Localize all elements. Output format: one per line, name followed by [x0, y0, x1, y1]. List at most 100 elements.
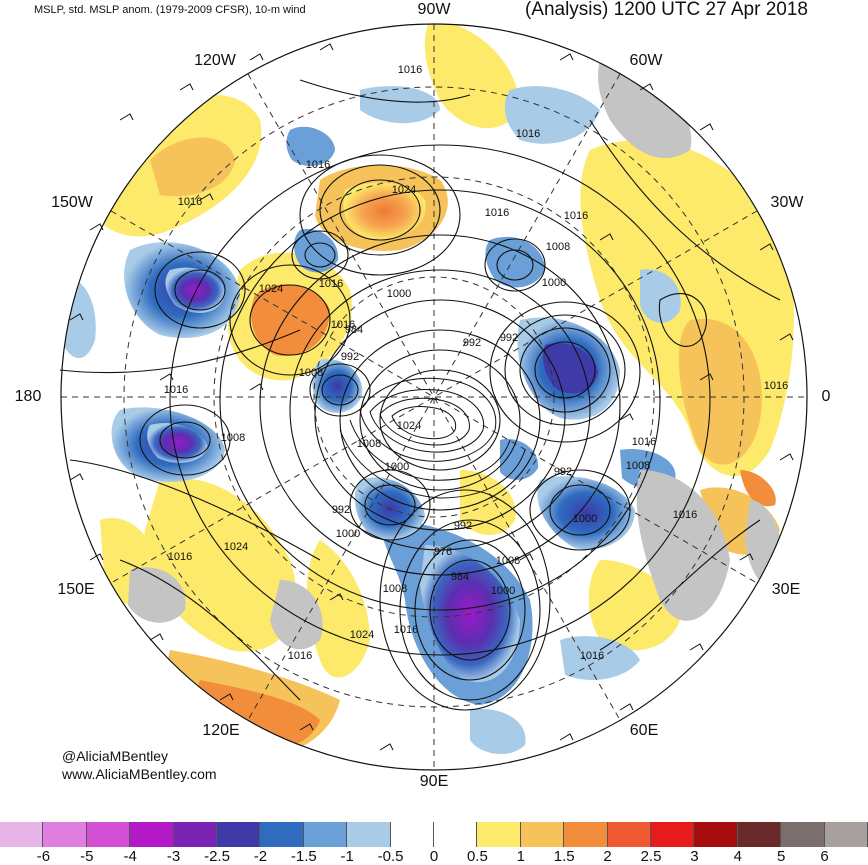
- contour-label: 1008: [383, 583, 407, 595]
- colorbar-swatch: [520, 822, 565, 847]
- colorbar-swatch: [737, 822, 782, 847]
- colorbar-tick-label: 1.5: [553, 848, 575, 865]
- colorbar-swatch: [781, 822, 825, 847]
- map-boundary: [60, 23, 808, 771]
- anomaly-colorbar: [0, 822, 868, 847]
- colorbar-tick-label: 1: [516, 848, 525, 865]
- contour-label: 1016: [485, 207, 509, 219]
- contour-label: 1008: [221, 432, 245, 444]
- lon-label-90w: 90W: [417, 1, 451, 18]
- contour-label: 992: [332, 504, 350, 516]
- lon-label-30e: 30E: [771, 581, 801, 598]
- contour-label: 1000: [542, 277, 566, 289]
- contour-label: 1016: [306, 159, 330, 171]
- lon-label-90e: 90E: [419, 773, 449, 790]
- website-credit: www.AliciaMBentley.com: [62, 766, 217, 782]
- contour-label: 1000: [336, 528, 360, 540]
- colorbar-tick-label: -2: [253, 848, 268, 865]
- colorbar-tick-label: 0: [429, 848, 439, 865]
- wind-barbs: [69, 43, 794, 751]
- contour-label: 1016: [331, 319, 355, 331]
- colorbar-swatch: [824, 822, 868, 847]
- lon-label-120e: 120E: [202, 722, 240, 739]
- contour-label: 1016: [764, 380, 788, 392]
- contour-label: 1008: [299, 367, 323, 379]
- contour-label: 1016: [168, 551, 192, 563]
- colorbar-swatch: [477, 822, 521, 847]
- contour-label: 1016: [288, 650, 312, 662]
- colorbar-tick-label: -4: [123, 848, 137, 865]
- colorbar-swatch: [0, 822, 44, 847]
- lon-label-30w: 30W: [770, 194, 804, 211]
- contour-label: 992: [554, 466, 572, 478]
- colorbar-tick-label: -6: [36, 848, 51, 865]
- contour-label: 1016: [394, 624, 418, 636]
- colorbar-swatch: [260, 822, 304, 847]
- colorbar-swatch: [651, 822, 695, 847]
- analysis-time: (Analysis) 1200 UTC 27 Apr 2018: [524, 0, 808, 20]
- colorbar-swatch: [86, 822, 131, 847]
- author-credit: @AliciaMBentley: [62, 748, 169, 764]
- colorbar-swatch: [130, 822, 174, 847]
- lon-label-60e: 60E: [629, 722, 659, 739]
- dense-isobars: [339, 377, 526, 499]
- contour-label: 1008: [496, 555, 520, 567]
- colorbar-tick-label: 2.5: [640, 848, 662, 865]
- colorbar-tick-label: 6: [820, 848, 829, 865]
- contour-label: 992: [500, 332, 518, 344]
- colorbar-swatch: [173, 822, 217, 847]
- contour-label: 992: [463, 337, 481, 349]
- colorbar-tick-label: 2: [603, 848, 612, 865]
- contour-label: 1016: [164, 384, 188, 396]
- contour-label: 1016: [319, 278, 343, 290]
- colorbar-tick-label: -3: [166, 848, 181, 865]
- contour-label: 1008: [546, 241, 570, 253]
- colorbar-swatch: [43, 822, 87, 847]
- contour-label: 1016: [178, 196, 202, 208]
- colorbar-tick-label: -0.5: [377, 848, 404, 865]
- colorbar-swatch: [607, 822, 651, 847]
- colorbar-swatch: [390, 822, 434, 847]
- map-title: MSLP, std. MSLP anom. (1979-2009 CFSR), …: [34, 4, 306, 16]
- colorbar-tick-label: 5: [777, 848, 786, 865]
- contour-label: 1024: [259, 283, 283, 295]
- contour-label: 992: [341, 351, 359, 363]
- colorbar-swatch: [434, 822, 478, 847]
- colorbar-swatch: [347, 822, 391, 847]
- lon-label-60w: 60W: [629, 52, 663, 69]
- colorbar-tick-label: -2.5: [204, 848, 230, 865]
- colorbar-tick-label: -1.5: [290, 848, 317, 865]
- lon-label-150e: 150E: [57, 581, 95, 598]
- contour-label: 1000: [573, 513, 597, 525]
- colorbar-tick-label: 4: [733, 848, 742, 865]
- isobars: [59, 79, 781, 711]
- contour-label: 992: [454, 520, 472, 532]
- contour-label: 1016: [516, 128, 540, 140]
- contour-label: 1016: [673, 509, 697, 521]
- colorbar-tick-label: 0.5: [466, 848, 488, 865]
- contour-label: 1016: [632, 436, 656, 448]
- contour-label: 1016: [398, 64, 422, 76]
- graticule: [61, 24, 807, 770]
- lon-label-0: 0: [821, 388, 831, 405]
- contour-label: 984: [451, 571, 469, 583]
- contour-label-layer: 1016 1016 1016 1016 1016 1024 1016 1008 …: [164, 64, 788, 662]
- colorbar-swatch: [564, 822, 608, 847]
- contour-label: 1024: [224, 541, 248, 553]
- lon-label-180: 180: [14, 388, 42, 405]
- colorbar-tick-label: -5: [80, 848, 94, 865]
- contour-label: 1024: [397, 420, 421, 432]
- colorbar-tick-label: -1: [340, 848, 354, 865]
- lon-label-120w: 120W: [194, 52, 236, 69]
- contour-label: 1016: [580, 650, 604, 662]
- contour-label: 1016: [564, 210, 588, 222]
- contour-label: 1024: [350, 629, 374, 641]
- colorbar-swatch: [694, 822, 738, 847]
- colorbar-swatch: [217, 822, 261, 847]
- contour-label: 1000: [387, 288, 411, 300]
- contour-label: 976: [434, 546, 452, 558]
- contour-label: 1024: [392, 184, 416, 196]
- contour-label: 1000: [385, 461, 409, 473]
- contour-label: 984: [345, 324, 363, 336]
